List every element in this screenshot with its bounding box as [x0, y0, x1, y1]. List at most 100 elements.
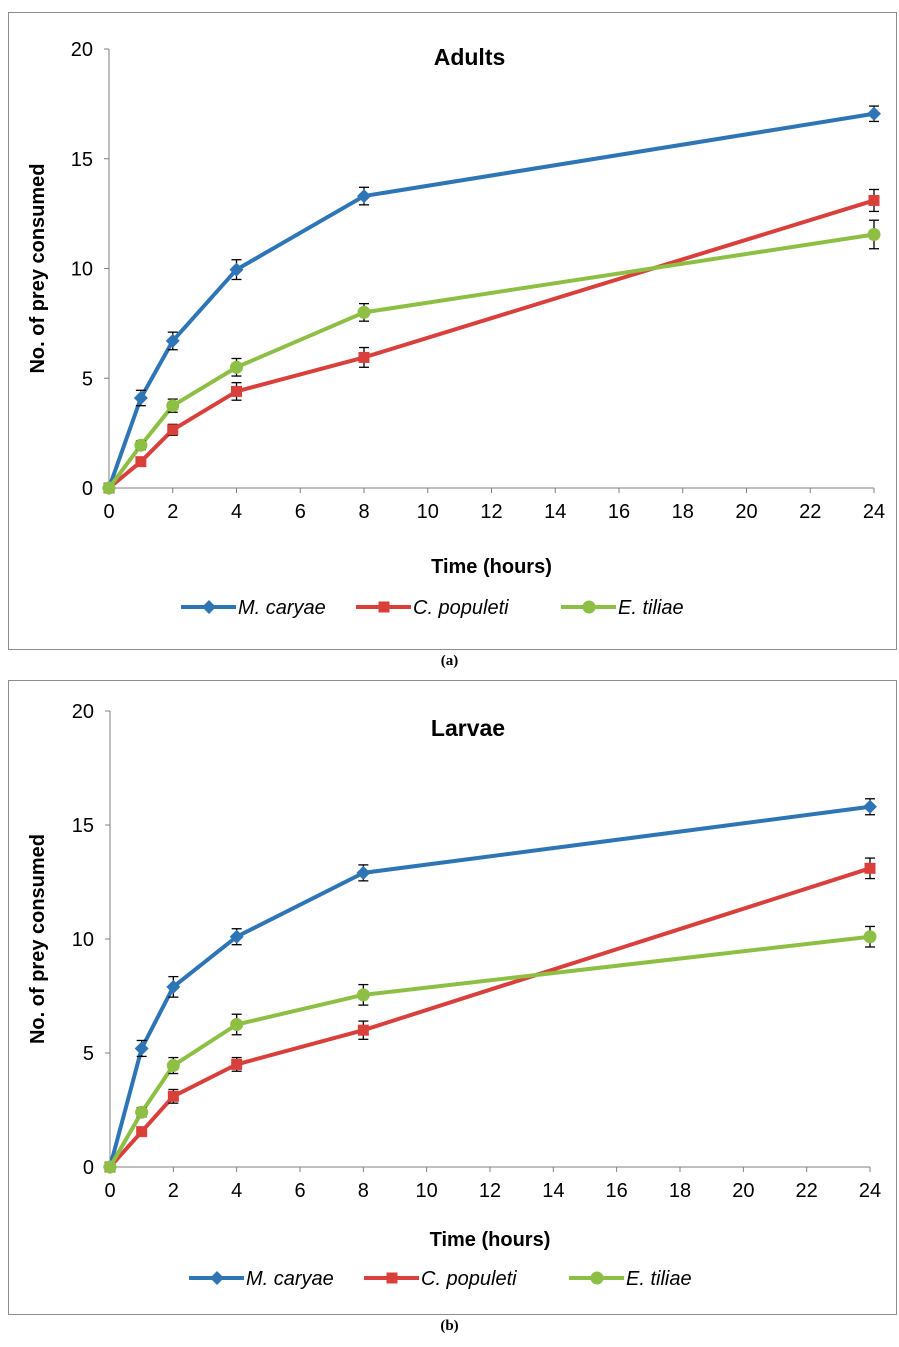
x-tick-label: 20 [735, 501, 757, 523]
legend-marker [386, 1272, 398, 1284]
data-point [357, 305, 371, 319]
data-point [166, 399, 180, 413]
y-tick-label: 0 [82, 478, 93, 500]
x-tick-label: 22 [799, 501, 821, 523]
y-tick-label: 20 [72, 701, 94, 723]
data-point [135, 1105, 149, 1119]
x-tick-label: 0 [103, 501, 114, 523]
legend-label: E. tiliae [618, 597, 684, 619]
data-point [167, 424, 179, 436]
data-point [863, 799, 877, 814]
x-tick-label: 22 [796, 1180, 818, 1202]
data-point [229, 262, 244, 277]
x-tick-label: 10 [417, 501, 439, 523]
series-diamond [103, 798, 877, 1174]
x-tick-label: 10 [416, 1180, 438, 1202]
y-axis-title: No. of prey consumed [27, 834, 49, 1044]
x-tick-label: 16 [608, 501, 630, 523]
legend-item: E. tiliae [569, 1268, 692, 1290]
y-tick-label: 5 [82, 368, 93, 390]
data-point [135, 456, 147, 468]
series-diamond [102, 105, 881, 495]
data-point [229, 929, 244, 944]
chart-title: Larvae [431, 715, 505, 741]
data-point [358, 351, 370, 363]
data-point [867, 227, 881, 241]
legend-item: M. caryae [189, 1268, 334, 1290]
y-tick-label: 15 [71, 149, 93, 171]
data-point [102, 481, 116, 495]
series-line [107, 232, 875, 490]
series-line [108, 804, 871, 1168]
legend-marker [378, 601, 390, 613]
series-circle [102, 219, 881, 495]
series-line [107, 198, 875, 490]
x-tick-label: 20 [732, 1180, 754, 1202]
data-point [356, 865, 371, 880]
data-point [103, 1160, 117, 1174]
x-tick-label: 0 [104, 1180, 115, 1202]
data-point [166, 1059, 180, 1073]
series-square [104, 857, 876, 1173]
x-tick-label: 18 [669, 1180, 691, 1202]
y-axis-title: No. of prey consumed [27, 163, 49, 373]
x-tick-label: 6 [294, 1180, 305, 1202]
data-point [864, 862, 876, 874]
x-tick-label: 8 [358, 501, 369, 523]
legend-marker [202, 600, 216, 614]
figure-caption-b: (b) [440, 1318, 459, 1334]
y-tick-label: 10 [71, 259, 93, 281]
legend-item: E. tiliae [561, 597, 684, 619]
legend-label: M. caryae [238, 597, 326, 619]
x-tick-label: 6 [295, 501, 306, 523]
legend-marker [590, 1271, 604, 1285]
chart-title: Adults [434, 44, 506, 70]
y-tick-label: 5 [83, 1043, 94, 1065]
x-tick-label: 16 [606, 1180, 628, 1202]
chart-panel-larvae: 0 5 10 15 20 0 2 4 6 8 10 12 14 16 18 20 22 24 Larvae Time … [8, 680, 897, 1315]
data-point [136, 1126, 148, 1138]
x-tick-label: 24 [863, 501, 885, 523]
legend-item: C. populeti [364, 1268, 517, 1290]
x-tick-label: 4 [231, 1180, 242, 1202]
series-line [108, 866, 871, 1169]
series-circle [103, 925, 877, 1174]
data-point [134, 1041, 149, 1056]
series-line [107, 111, 875, 489]
data-point [231, 1058, 243, 1070]
chart-panel-adults: 0 5 10 15 20 0 2 4 6 8 10 12 14 16 18 20 22 24 Adults Time … [8, 12, 897, 650]
x-tick-label: 14 [542, 1180, 564, 1202]
x-tick-label: 8 [358, 1180, 369, 1202]
legend-marker [582, 600, 596, 614]
x-axis-title: Time (hours) [431, 556, 552, 578]
legend-item: M. caryae [181, 597, 326, 619]
data-point [166, 979, 181, 994]
legend-label: E. tiliae [626, 1268, 692, 1290]
y-tick-label: 15 [72, 815, 94, 837]
data-point [231, 385, 242, 397]
data-point [230, 1018, 244, 1031]
y-tick-label: 20 [71, 39, 93, 61]
legend-label: C. populeti [421, 1268, 517, 1290]
x-tick-label: 24 [859, 1180, 881, 1202]
x-tick-label: 4 [231, 501, 242, 523]
data-point [357, 1024, 369, 1036]
data-point [167, 1090, 179, 1102]
x-tick-label: 2 [167, 501, 178, 523]
legend-item: C. populeti [356, 597, 509, 619]
y-tick-label: 10 [72, 929, 94, 951]
legend-label: C. populeti [413, 597, 509, 619]
data-point [357, 189, 371, 204]
series-square [103, 188, 880, 494]
x-tick-label: 2 [168, 1180, 179, 1202]
data-point [165, 333, 180, 348]
x-tick-label: 18 [672, 501, 694, 523]
x-axis-title: Time (hours) [430, 1229, 551, 1251]
x-tick-label: 12 [479, 1180, 501, 1202]
x-tick-label: 14 [544, 501, 566, 523]
y-tick-label: 0 [83, 1157, 94, 1179]
legend-marker [210, 1271, 224, 1285]
legend-label: M. caryae [246, 1268, 334, 1290]
data-point [230, 360, 243, 374]
data-point [356, 988, 370, 1002]
